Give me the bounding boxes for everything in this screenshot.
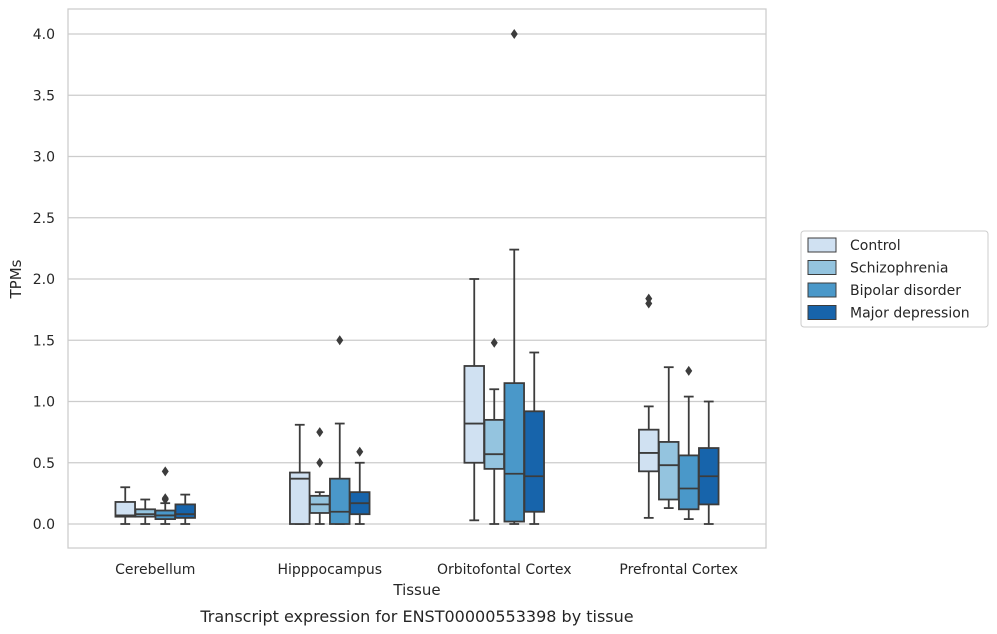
box-iqr bbox=[483, 418, 505, 470]
y-tick-label: 4.0 bbox=[33, 27, 55, 43]
box-iqr bbox=[174, 503, 196, 519]
y-tick-label: 3.0 bbox=[33, 150, 55, 166]
legend-item: Control bbox=[807, 237, 901, 254]
box-iqr bbox=[114, 501, 136, 518]
outlier-point bbox=[685, 365, 693, 376]
box-iqr bbox=[463, 365, 485, 464]
box-bipolar-disorder bbox=[329, 335, 351, 525]
x-axis-label: Tissue bbox=[392, 581, 440, 599]
chart-caption: Transcript expression for ENST0000055339… bbox=[199, 607, 633, 626]
legend-label: Bipolar disorder bbox=[850, 283, 961, 299]
gridlines bbox=[68, 33, 766, 525]
x-tick-label: Hipppocampus bbox=[277, 562, 382, 578]
legend-item: Schizophrenia bbox=[807, 260, 948, 277]
box-iqr bbox=[503, 382, 525, 523]
box-schizophrenia bbox=[309, 427, 331, 525]
box-major-depression bbox=[174, 493, 196, 525]
outlier-point bbox=[490, 337, 498, 348]
box-iqr bbox=[523, 410, 545, 513]
outlier-point bbox=[336, 335, 344, 346]
box-schizophrenia bbox=[134, 498, 156, 525]
box-iqr bbox=[638, 428, 660, 473]
y-tick-label: 0.5 bbox=[33, 456, 55, 472]
legend: Control Schizophrenia Bipolar disorder Majo… bbox=[800, 230, 989, 328]
legend-item: Major depression bbox=[807, 305, 970, 322]
legend-swatch bbox=[807, 237, 837, 253]
x-tick-label: Cerebellum bbox=[115, 562, 195, 578]
outlier-point bbox=[161, 494, 169, 505]
box-control bbox=[638, 293, 660, 519]
legend-swatch bbox=[807, 305, 837, 320]
box-control bbox=[463, 278, 485, 522]
box-bipolar-disorder bbox=[503, 29, 525, 525]
box-major-depression bbox=[349, 446, 371, 525]
outlier-point bbox=[356, 446, 364, 457]
box-control bbox=[289, 423, 311, 525]
box-bipolar-disorder bbox=[154, 466, 176, 525]
y-axis-label: TPMs bbox=[7, 259, 25, 299]
x-tick-label: Orbitofontal Cortex bbox=[437, 562, 572, 578]
box-major-depression bbox=[698, 400, 720, 525]
legend-label: Schizophrenia bbox=[850, 261, 948, 277]
outlier-point bbox=[316, 457, 324, 468]
outlier-point bbox=[161, 466, 169, 477]
outlier-point bbox=[510, 29, 518, 39]
x-tick-label: Prefrontal Cortex bbox=[619, 562, 738, 578]
y-tick-label: 2.0 bbox=[33, 272, 55, 288]
box-schizophrenia bbox=[658, 366, 680, 509]
legend-item: Bipolar disorder bbox=[807, 282, 961, 299]
box-iqr bbox=[329, 477, 351, 525]
box-iqr bbox=[134, 508, 156, 518]
y-tick-labels: 0.0 0.5 1.0 1.5 2.0 2.5 3.0 3.5 4.0 bbox=[33, 27, 55, 533]
y-tick-label: 1.5 bbox=[33, 333, 55, 349]
box-bipolar-disorder bbox=[678, 365, 700, 520]
outlier-point bbox=[316, 427, 324, 438]
plot-boxes bbox=[114, 29, 720, 525]
legend-label: Major depression bbox=[850, 306, 970, 322]
box-iqr bbox=[289, 471, 311, 525]
box-control bbox=[114, 486, 136, 525]
box-iqr bbox=[678, 454, 700, 511]
legend-swatch bbox=[807, 260, 837, 275]
box-major-depression bbox=[523, 351, 545, 525]
y-tick-label: 1.0 bbox=[33, 395, 55, 411]
x-tick-labels: Cerebellum Hipppocampus Orbitofontal Corte… bbox=[115, 562, 738, 578]
box-schizophrenia bbox=[483, 337, 505, 525]
plot-frame bbox=[67, 8, 767, 549]
legend-frame bbox=[800, 230, 989, 328]
legend-swatch bbox=[807, 282, 837, 298]
y-tick-label: 0.0 bbox=[33, 517, 55, 533]
y-tick-label: 3.5 bbox=[33, 88, 55, 104]
y-tick-label: 2.5 bbox=[33, 211, 55, 227]
outlier-point bbox=[645, 298, 653, 309]
box-iqr bbox=[658, 441, 680, 501]
legend-label: Control bbox=[850, 238, 901, 254]
